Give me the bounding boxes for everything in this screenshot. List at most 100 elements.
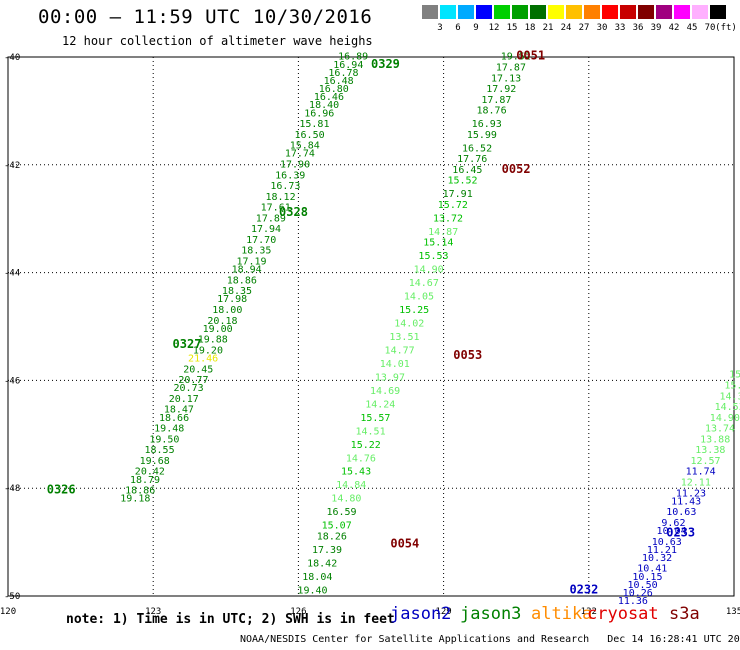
swh-value: 9.62 bbox=[661, 518, 685, 529]
latitude-label: -42 bbox=[4, 161, 20, 171]
color-scale-label: 24 bbox=[560, 23, 572, 33]
swh-value: 19.20 bbox=[193, 345, 223, 356]
swh-value: 14.90 bbox=[414, 265, 444, 276]
color-swatch bbox=[494, 5, 510, 19]
swh-value: 15.57 bbox=[360, 413, 390, 424]
swh-value: 14.84 bbox=[336, 480, 366, 491]
swh-value: 19.40 bbox=[297, 585, 327, 596]
swh-value: 18.35 bbox=[222, 286, 252, 297]
track-jason3: 19.5217.8717.1317.9217.8718.7616.9315.99… bbox=[297, 49, 545, 597]
color-scale-label: 9 bbox=[473, 23, 479, 33]
swh-value: 10.63 bbox=[652, 537, 682, 548]
swh-value: 14.53 bbox=[715, 402, 740, 413]
swh-value: 10.15 bbox=[632, 572, 662, 583]
longitude-label: 135 bbox=[726, 607, 740, 617]
swh-value: 11.74 bbox=[686, 467, 716, 478]
swh-value: 18.12 bbox=[265, 192, 295, 203]
swh-value: 17.87 bbox=[496, 62, 526, 73]
mission-label-cryosat: cryosat bbox=[587, 604, 659, 624]
swh-value: 18.40 bbox=[309, 100, 339, 111]
longitude-label: 132 bbox=[581, 607, 597, 617]
swh-value: 13.38 bbox=[695, 445, 725, 456]
swh-value: 14.76 bbox=[346, 453, 376, 464]
swh-value: 19.68 bbox=[140, 456, 170, 467]
swh-value: 15.22 bbox=[351, 440, 381, 451]
color-swatch bbox=[566, 5, 582, 19]
swh-value: 14.87 bbox=[428, 227, 458, 238]
swh-value: 16.45 bbox=[452, 165, 482, 176]
track-time-label: 0052 bbox=[502, 162, 531, 176]
track-time-label: 0326 bbox=[47, 483, 76, 497]
map-frame bbox=[7, 56, 735, 597]
swh-value: 15.81 bbox=[299, 119, 329, 130]
longitude-label: 123 bbox=[145, 607, 161, 617]
swh-value: 15.52 bbox=[447, 176, 477, 187]
mission-label-jason2: jason2 bbox=[390, 604, 452, 624]
swh-value: 13.51 bbox=[389, 332, 419, 343]
swh-value: 16.80 bbox=[319, 84, 349, 95]
map-axes: 120 123 126 129 132 135 -40 -42 -44 -46 -48 -50 bbox=[0, 53, 740, 617]
swh-value: 18.55 bbox=[144, 445, 174, 456]
color-scale-label: 36 bbox=[632, 23, 644, 33]
swh-value: 17.76 bbox=[457, 154, 487, 165]
color-swatch bbox=[602, 5, 618, 19]
swh-value: 13.72 bbox=[433, 213, 463, 224]
swh-value: 16.93 bbox=[472, 119, 502, 130]
swh-value: 17.61 bbox=[261, 203, 291, 214]
swh-value: 20.18 bbox=[207, 316, 237, 327]
swh-value: 18.76 bbox=[477, 106, 507, 117]
swh-value: 18.94 bbox=[232, 265, 262, 276]
swh-value: 17.70 bbox=[246, 235, 276, 246]
swh-value: 14.31 bbox=[719, 391, 740, 402]
track-time-label: 0053 bbox=[453, 348, 482, 362]
swh-value: 16.39 bbox=[275, 170, 305, 181]
swh-value: 16.50 bbox=[295, 130, 325, 141]
color-swatch bbox=[512, 5, 528, 19]
swh-value: 14.01 bbox=[380, 359, 410, 370]
swh-value: 14.51 bbox=[356, 426, 386, 437]
track-time-label: 0328 bbox=[279, 205, 308, 219]
color-swatch bbox=[656, 5, 672, 19]
swh-value: 15.99 bbox=[467, 130, 497, 141]
swh-value: 12.57 bbox=[690, 456, 720, 467]
swh-value: 18.04 bbox=[302, 572, 332, 583]
color-scale-label: 6 bbox=[455, 23, 461, 33]
swh-value: 15.53 bbox=[418, 251, 448, 262]
swh-value: 10.63 bbox=[666, 507, 696, 518]
swh-value: 18.26 bbox=[317, 531, 347, 542]
swh-value: 10.41 bbox=[637, 564, 667, 575]
swh-value: 21.46 bbox=[188, 354, 218, 365]
color-swatch bbox=[692, 5, 708, 19]
page-subtitle: 12 hour collection of altimeter wave hei… bbox=[62, 34, 373, 48]
latitude-label: -46 bbox=[4, 376, 20, 386]
swh-value: 14.24 bbox=[365, 399, 395, 410]
track-time-label: 0233 bbox=[666, 526, 695, 540]
swh-value: 18.00 bbox=[212, 305, 242, 316]
swh-value: 20.42 bbox=[135, 467, 165, 478]
swh-value: 18.79 bbox=[130, 475, 160, 486]
swh-value: 15.43 bbox=[341, 467, 371, 478]
color-swatch bbox=[440, 5, 456, 19]
color-scale-label: 39 bbox=[650, 23, 662, 33]
swh-value: 10.26 bbox=[623, 588, 653, 599]
track-time-label: 0232 bbox=[569, 582, 598, 596]
track-time-label: 0329 bbox=[371, 57, 400, 71]
color-scale-label: 70 bbox=[704, 23, 716, 33]
swh-value: 11.23 bbox=[676, 488, 706, 499]
swh-value: 17.92 bbox=[486, 84, 516, 95]
swh-value: 16.78 bbox=[328, 68, 358, 79]
swh-value: 17.98 bbox=[217, 294, 247, 305]
color-swatch bbox=[674, 5, 690, 19]
color-scale-label: 12 bbox=[488, 23, 500, 33]
swh-value: 18.47 bbox=[164, 405, 194, 416]
swh-value: 15.25 bbox=[399, 305, 429, 316]
swh-value: 17.89 bbox=[256, 213, 286, 224]
footer-timestamp: Dec 14 16:28:41 UTC 2016 bbox=[607, 634, 740, 645]
swh-value: 16.89 bbox=[338, 52, 368, 63]
swh-value: 16.48 bbox=[324, 76, 354, 87]
swh-value: 19.50 bbox=[149, 434, 179, 445]
swh-value: 15.14 bbox=[423, 238, 453, 249]
swh-value: 19.00 bbox=[203, 324, 233, 335]
swh-value: 14.90 bbox=[710, 413, 740, 424]
swh-value: 18.86 bbox=[227, 275, 257, 286]
